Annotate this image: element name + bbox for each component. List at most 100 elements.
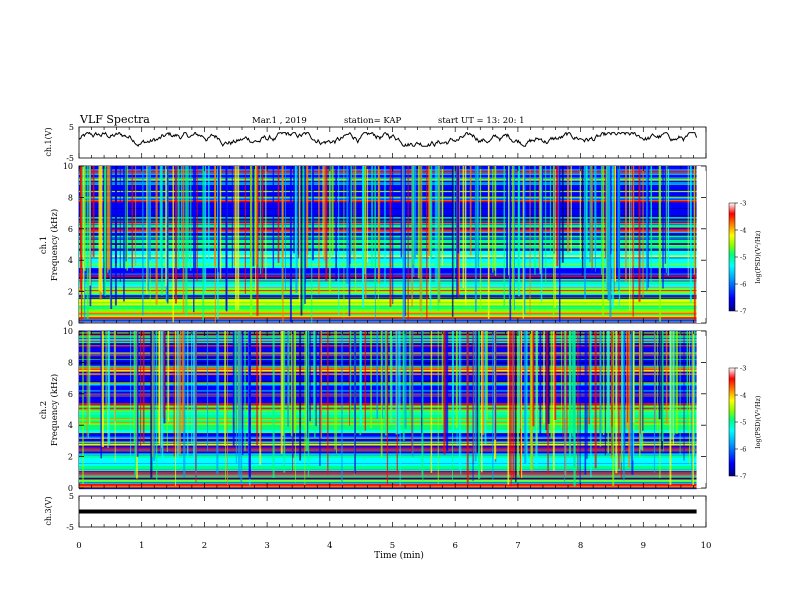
spectrogram-impulse bbox=[234, 331, 237, 423]
spectrogram-impulse bbox=[299, 331, 302, 461]
spectrogram-impulse bbox=[305, 331, 307, 452]
spectrogram-impulse bbox=[260, 331, 262, 449]
spectrogram-impulse bbox=[167, 331, 170, 422]
spectrogram-streak bbox=[79, 205, 697, 208]
spectrogram-impulse bbox=[256, 166, 259, 316]
spectrogram-impulse bbox=[350, 166, 353, 254]
spectrogram-impulse bbox=[100, 166, 103, 293]
spectrogram-impulse bbox=[233, 166, 235, 266]
spectrogram-impulse bbox=[306, 166, 308, 269]
spectrogram-impulse bbox=[590, 331, 592, 478]
spectrogram-impulse bbox=[261, 166, 264, 278]
spectrogram-impulse bbox=[384, 331, 388, 436]
spectrogram-streak bbox=[79, 321, 697, 323]
spectrogram-impulse bbox=[626, 331, 628, 429]
spectrogram-impulse bbox=[516, 331, 519, 476]
ch1-spectrogram-image bbox=[79, 166, 706, 323]
spectrogram-impulse bbox=[691, 331, 693, 484]
spectrogram-impulse bbox=[244, 166, 246, 294]
spectrogram-impulse bbox=[661, 331, 664, 442]
spectrogram-impulse bbox=[503, 166, 506, 308]
spectrogram-blank bbox=[696, 331, 706, 488]
spectrogram-impulse bbox=[404, 166, 406, 317]
figure-title: VLF Spectra bbox=[79, 113, 150, 126]
spectrogram-impulse bbox=[514, 166, 516, 311]
spectrogram-impulse bbox=[686, 331, 688, 427]
spectrogram-impulse bbox=[466, 331, 469, 485]
spectrogram-streak bbox=[79, 208, 697, 209]
spectrogram-streak bbox=[79, 196, 697, 198]
spectrogram-impulse bbox=[237, 166, 240, 310]
spectrogram-impulse bbox=[389, 166, 392, 307]
spectrogram-impulse bbox=[629, 166, 630, 311]
spectrogram-impulse bbox=[532, 331, 535, 427]
spectrogram-impulse bbox=[545, 331, 548, 431]
spectrogram-streak bbox=[79, 239, 697, 240]
spectrogram-streak bbox=[79, 296, 697, 298]
spectrogram-impulse bbox=[518, 331, 521, 429]
spectrogram-impulse bbox=[411, 166, 413, 308]
spectrogram-impulse bbox=[114, 331, 117, 422]
spectrogram-impulse bbox=[558, 166, 561, 323]
spectrogram-impulse bbox=[98, 166, 101, 291]
spectrogram-impulse bbox=[607, 331, 610, 454]
spectrogram-impulse bbox=[552, 331, 555, 471]
spectrogram-impulse bbox=[629, 331, 632, 456]
spectrogram-impulse bbox=[509, 166, 512, 321]
spectrogram-impulse bbox=[114, 166, 117, 306]
spectrogram-impulse bbox=[421, 331, 423, 433]
spectrogram-impulse bbox=[579, 331, 581, 485]
ch2-spectrogram-ylabel-frequency: Frequency (kHz) bbox=[49, 374, 60, 446]
ch2-spectrogram-image bbox=[79, 331, 706, 490]
spectrogram-streak bbox=[79, 200, 697, 203]
spectrogram-impulse bbox=[529, 166, 531, 316]
spectrogram-impulse bbox=[173, 331, 175, 457]
spectrogram-impulse bbox=[482, 331, 485, 436]
spectrogram-impulse bbox=[298, 166, 301, 303]
spectrogram-streak bbox=[79, 174, 697, 177]
ch1-colorbar-ticks: -3 -4 -5 -6 -7 bbox=[735, 200, 746, 316]
spectrogram-impulse bbox=[101, 331, 104, 448]
spectrogram-streak bbox=[79, 317, 697, 319]
spectrogram-impulse bbox=[455, 331, 458, 428]
spectrogram-impulse bbox=[615, 166, 618, 276]
spectrogram-impulse bbox=[692, 331, 694, 486]
spectrogram-impulse bbox=[610, 166, 612, 255]
spectrogram-impulse bbox=[623, 331, 625, 481]
spectrogram-impulse bbox=[426, 166, 428, 320]
spectrogram-impulse bbox=[130, 331, 132, 464]
ch1-waveform-line bbox=[78, 131, 698, 148]
spectrogram-impulse bbox=[371, 166, 373, 269]
spectrogram-impulse bbox=[478, 331, 481, 480]
spectrogram-impulse bbox=[108, 331, 111, 446]
spectrogram-impulse bbox=[392, 166, 394, 305]
spectrogram-impulse bbox=[522, 166, 524, 319]
ch1-spectrogram-panel: 0 2 4 6 8 10 ch.1 Frequency (kHz) bbox=[39, 162, 707, 328]
spectrogram-impulse bbox=[540, 166, 543, 302]
ytick-label: 10 bbox=[63, 327, 73, 336]
spectrogram-impulse bbox=[83, 166, 86, 272]
spectrogram-impulse bbox=[460, 331, 462, 475]
ch2-colorbar-gradient bbox=[728, 367, 736, 477]
ch1-waveform-frame bbox=[78, 126, 707, 159]
spectrogram-streak bbox=[79, 282, 697, 285]
spectrogram-streak bbox=[79, 197, 697, 200]
spectrogram-impulse bbox=[293, 331, 296, 433]
xtick-label: 10 bbox=[701, 541, 712, 551]
date-label: Mar.1 , 2019 bbox=[252, 116, 307, 126]
spectrogram-impulse bbox=[494, 166, 497, 276]
ch2-spectrogram-panel: 0 2 4 6 8 10 ch.2 Frequency (kHz) bbox=[39, 327, 707, 493]
spectrogram-impulse bbox=[437, 166, 440, 311]
spectrogram-impulse bbox=[411, 331, 413, 454]
spectrogram-impulse bbox=[520, 331, 522, 478]
spectrogram-impulse bbox=[434, 166, 436, 282]
ch3-waveform-panel: 5 -5 ch.3(V) bbox=[44, 492, 707, 532]
spectrogram-impulse bbox=[165, 166, 168, 302]
spectrogram-streak bbox=[79, 290, 697, 292]
spectrogram-impulse bbox=[376, 331, 379, 419]
spectrogram-impulse bbox=[150, 331, 153, 478]
spectrogram-blank bbox=[696, 166, 706, 323]
spectrogram-impulse bbox=[389, 331, 392, 423]
spectrogram-impulse bbox=[219, 166, 222, 279]
spectrogram-impulse bbox=[290, 331, 293, 437]
